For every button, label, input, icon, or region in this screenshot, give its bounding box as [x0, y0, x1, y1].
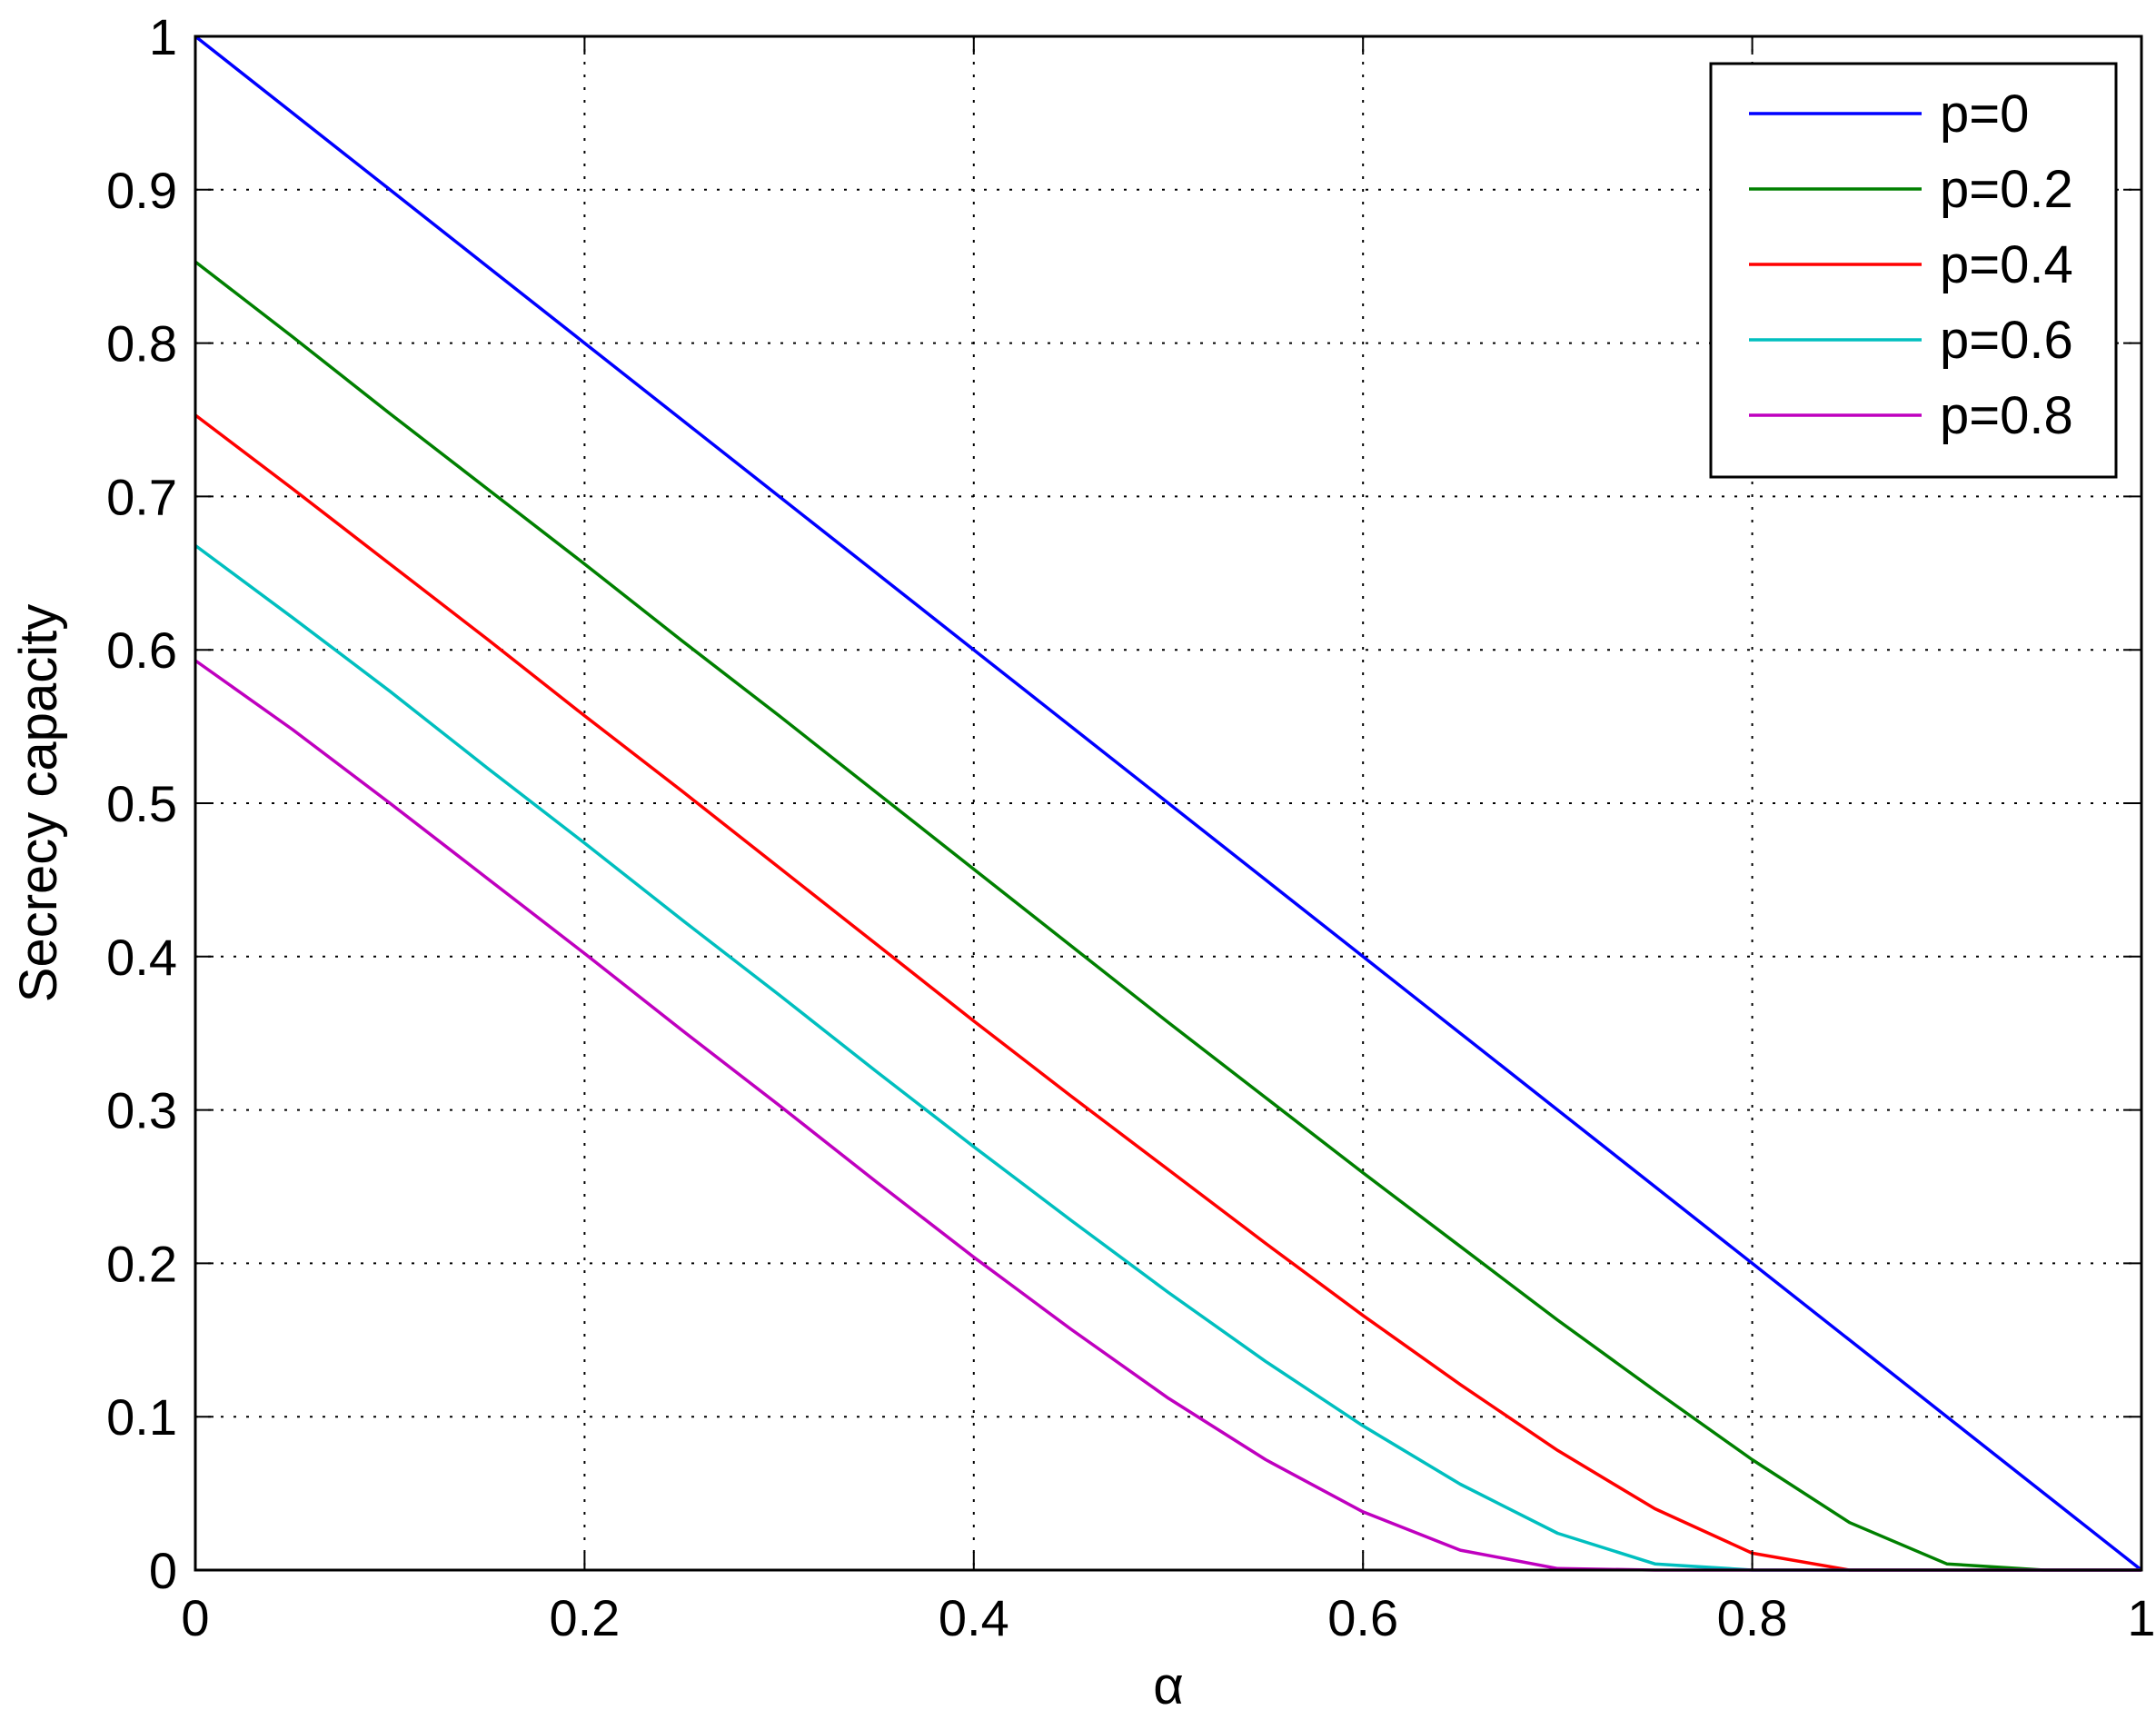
y-axis-label: Secrecy capacity — [9, 604, 68, 1002]
y-tick-label: 0 — [149, 1542, 177, 1599]
x-tick-label: 1 — [2127, 1589, 2155, 1646]
y-tick-label: 0.5 — [106, 775, 177, 832]
x-tick-label: 0.4 — [939, 1589, 1009, 1646]
x-axis-label: α — [1153, 1656, 1184, 1715]
axes — [194, 35, 2143, 1572]
legend-label: p=0.8 — [1940, 386, 2073, 445]
legend-label: p=0.6 — [1940, 311, 2073, 370]
x-tick-label: 0.8 — [1717, 1589, 1788, 1646]
y-tick-label: 0.8 — [106, 315, 177, 373]
x-tick-label: 0.2 — [549, 1589, 620, 1646]
y-tick-label: 0.6 — [106, 621, 177, 679]
y-tick-label: 0.4 — [106, 929, 177, 986]
y-tick-label: 1 — [149, 8, 177, 65]
x-tick-label: 0 — [181, 1589, 209, 1646]
y-tick-label: 0.7 — [106, 468, 177, 525]
axes-frame — [194, 35, 2143, 1572]
legend-label: p=0.2 — [1940, 160, 2073, 219]
series-line — [194, 260, 2141, 1572]
y-tick-label: 0.2 — [106, 1235, 177, 1292]
legend-label: p=0 — [1940, 85, 2029, 144]
y-tick-label: 0.3 — [106, 1082, 177, 1139]
y-tick-label: 0.1 — [106, 1388, 177, 1446]
legend-label: p=0.4 — [1940, 235, 2073, 294]
series-line — [194, 413, 2141, 1572]
series-line — [194, 35, 2143, 1572]
legend: p=0 p=0.2 p=0.4 p=0.6 p=0.8 — [1709, 62, 2118, 479]
tick-labels: 0 0.2 0.4 0.6 0.8 1 0 0.1 0.2 0.3 0.4 0.5 0.6 0.7 0.8 0… — [106, 8, 2155, 1646]
legend-box — [1709, 62, 2118, 479]
x-tick-label: 0.6 — [1327, 1589, 1398, 1646]
y-tick-label: 0.9 — [106, 162, 177, 219]
